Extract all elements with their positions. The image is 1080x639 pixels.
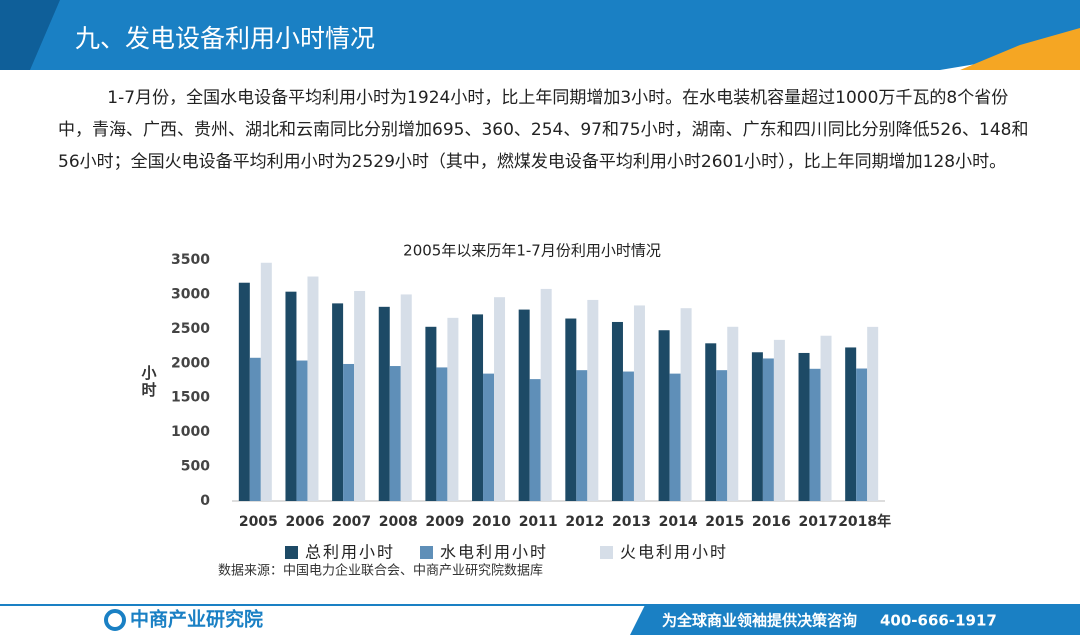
x-tick-label: 2011 bbox=[519, 514, 558, 530]
legend-swatch bbox=[420, 546, 433, 559]
x-tick-label: 2005 bbox=[239, 514, 278, 530]
footer-phone: 400-666-1917 bbox=[880, 612, 997, 630]
bar bbox=[472, 314, 484, 501]
y-tick-label: 500 bbox=[181, 459, 210, 475]
x-tick-label: 2017 bbox=[799, 514, 838, 530]
bar bbox=[343, 363, 355, 501]
y-tick-label: 3500 bbox=[171, 252, 210, 268]
bar bbox=[798, 352, 810, 501]
source: 数据来源：中国电力企业联合会、中商产业研究院数据库 bbox=[218, 563, 543, 579]
legend-swatch bbox=[600, 546, 613, 559]
bar bbox=[425, 326, 437, 501]
bar bbox=[705, 343, 717, 501]
bar bbox=[716, 370, 728, 501]
footer-slogan: 为全球商业领袖提供决策咨询 bbox=[662, 612, 857, 630]
bar bbox=[576, 370, 588, 501]
bar bbox=[727, 326, 739, 501]
bar bbox=[773, 339, 785, 501]
paragraph: 1-7月份，全国水电设备平均利用小时为1924小时，比上年同期增加3小时。在水电… bbox=[58, 88, 1029, 172]
bar bbox=[296, 360, 308, 501]
bar bbox=[809, 368, 821, 501]
legend-label: 水电利用小时 bbox=[440, 543, 548, 562]
bar bbox=[400, 294, 412, 501]
bar bbox=[436, 367, 448, 501]
bar bbox=[238, 282, 250, 501]
x-tick-label: 2009 bbox=[425, 514, 464, 530]
footer-logo: 中商产业研究院 bbox=[130, 608, 263, 631]
bar bbox=[820, 335, 832, 501]
bar bbox=[540, 288, 552, 501]
x-tick-label: 2013 bbox=[612, 514, 651, 530]
bar bbox=[529, 379, 541, 501]
banner-accent bbox=[960, 28, 1080, 70]
slide-title: 九、发电设备利用小时情况 bbox=[75, 24, 375, 53]
banner bbox=[0, 0, 1080, 70]
bar bbox=[622, 371, 634, 501]
bar bbox=[867, 326, 879, 501]
bar bbox=[494, 297, 506, 501]
bar bbox=[518, 309, 530, 501]
bar bbox=[447, 317, 459, 501]
y-tick-label: 1500 bbox=[171, 390, 210, 406]
y-axis-label: 小时 bbox=[140, 365, 158, 399]
bar bbox=[260, 262, 272, 501]
bar bbox=[565, 318, 577, 501]
y-tick-label: 2500 bbox=[171, 321, 210, 337]
bar bbox=[845, 347, 857, 501]
bar bbox=[751, 352, 763, 501]
x-tick-label: 2018年 bbox=[838, 513, 891, 530]
bar bbox=[483, 373, 495, 501]
y-tick-label: 1000 bbox=[171, 424, 210, 440]
legend-label: 火电利用小时 bbox=[620, 543, 728, 562]
bar bbox=[389, 366, 401, 501]
chart-title: 2005年以来历年1-7月份利用小时情况 bbox=[403, 242, 661, 260]
bar bbox=[354, 290, 366, 501]
logo-icon bbox=[104, 609, 126, 631]
bar bbox=[856, 368, 868, 501]
bar bbox=[587, 299, 599, 501]
bar bbox=[658, 330, 670, 501]
bar bbox=[669, 373, 681, 501]
bar bbox=[611, 321, 623, 501]
x-tick-label: 2014 bbox=[659, 514, 698, 530]
y-tick-label: 2000 bbox=[171, 355, 210, 371]
bar bbox=[378, 306, 390, 501]
bar bbox=[332, 303, 344, 501]
x-tick-label: 2008 bbox=[379, 514, 418, 530]
bar bbox=[307, 276, 319, 501]
legend-label: 总利用小时 bbox=[305, 543, 395, 562]
legend-swatch bbox=[285, 546, 298, 559]
bar bbox=[249, 357, 261, 501]
x-tick-label: 2010 bbox=[472, 514, 511, 530]
x-tick-label: 2006 bbox=[285, 514, 324, 530]
y-tick-label: 3000 bbox=[171, 286, 210, 302]
bar bbox=[680, 308, 692, 501]
x-tick-label: 2016 bbox=[752, 514, 791, 530]
bar bbox=[285, 291, 297, 501]
footer-band bbox=[630, 605, 1080, 635]
x-tick-label: 2015 bbox=[705, 514, 744, 530]
x-tick-label: 2007 bbox=[332, 514, 371, 530]
bar bbox=[633, 305, 645, 501]
banner-edge bbox=[0, 0, 60, 70]
x-tick-label: 2012 bbox=[565, 514, 604, 530]
y-tick-label: 0 bbox=[200, 493, 210, 509]
bar bbox=[762, 358, 774, 501]
